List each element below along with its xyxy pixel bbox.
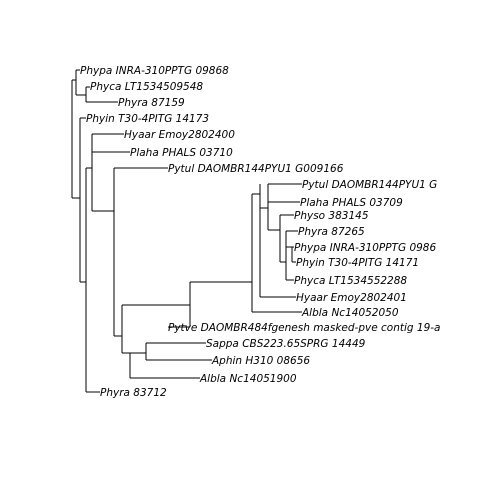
leaf-label: Plaha PHALS 03709 (300, 197, 403, 209)
branch-pytve (168, 282, 191, 328)
leaf-label: Phypa INRA-310PPTG 0986 (294, 242, 436, 254)
branch-phyra-sub (285, 230, 298, 262)
leaf-label: Sappa CBS223.65SPRG 14449 (206, 338, 366, 350)
leaf-label: Phyra 83712 (100, 387, 167, 399)
branch-mid (85, 167, 100, 393)
leaf-label: Phyra 87265 (298, 226, 365, 238)
branch-main (79, 117, 86, 283)
branch-phyca (285, 262, 294, 281)
leaf-label: Hyaar Emoy2802401 (296, 292, 407, 304)
branch-phyto-clade (190, 194, 302, 313)
leaf-label: Phyin T30-4PITG 14171 (296, 257, 419, 269)
branch-sappa-clade (129, 342, 212, 379)
branch-root (71, 80, 80, 199)
branch-pytul-clade (113, 167, 168, 336)
branch-top-clade (72, 69, 80, 96)
branch-pytul-plaha (260, 183, 302, 230)
leaf-label: Phyin T30-4PITG 14173 (86, 113, 209, 125)
branch-phyca-phyra (80, 86, 118, 103)
leaf-label: Albla Nc14051900 (199, 373, 297, 385)
leaf-label: Pytul DAOMBR144PYU1 G (302, 179, 437, 191)
branch-hyaar-plaha (91, 133, 130, 212)
branch-phypa-phyin (290, 246, 296, 263)
leaf-label: Aphin H310 08656 (211, 355, 310, 367)
branch-big-clade (114, 304, 190, 354)
leaf-label: Pytve DAOMBR484fgenesh masked-pve contig… (168, 322, 440, 334)
branch-phyto-sub (268, 214, 294, 263)
leaf-label: Hyaar Emoy2802400 (124, 129, 235, 141)
leaf-label: Phypa INRA-310PPTG 09868 (80, 65, 229, 77)
branch-phyto-inner (252, 184, 296, 298)
leaf-label: Pytul DAOMBR144PYU1 G009166 (168, 163, 344, 175)
leaf-label: Plaha PHALS 03710 (130, 147, 233, 159)
leaf-label: Phyra 87159 (118, 97, 185, 109)
leaf-label: Phyca LT1534509548 (90, 81, 203, 93)
leaf-label: Albla Nc14052050 (301, 307, 399, 319)
leaf-label: Phyca LT1534552288 (294, 275, 407, 287)
leaf-label: Physo 383145 (294, 210, 369, 222)
tree-branches (71, 69, 302, 393)
leaf-labels: Phypa INRA-310PPTG 09868 Phyca LT1534509… (80, 65, 440, 399)
